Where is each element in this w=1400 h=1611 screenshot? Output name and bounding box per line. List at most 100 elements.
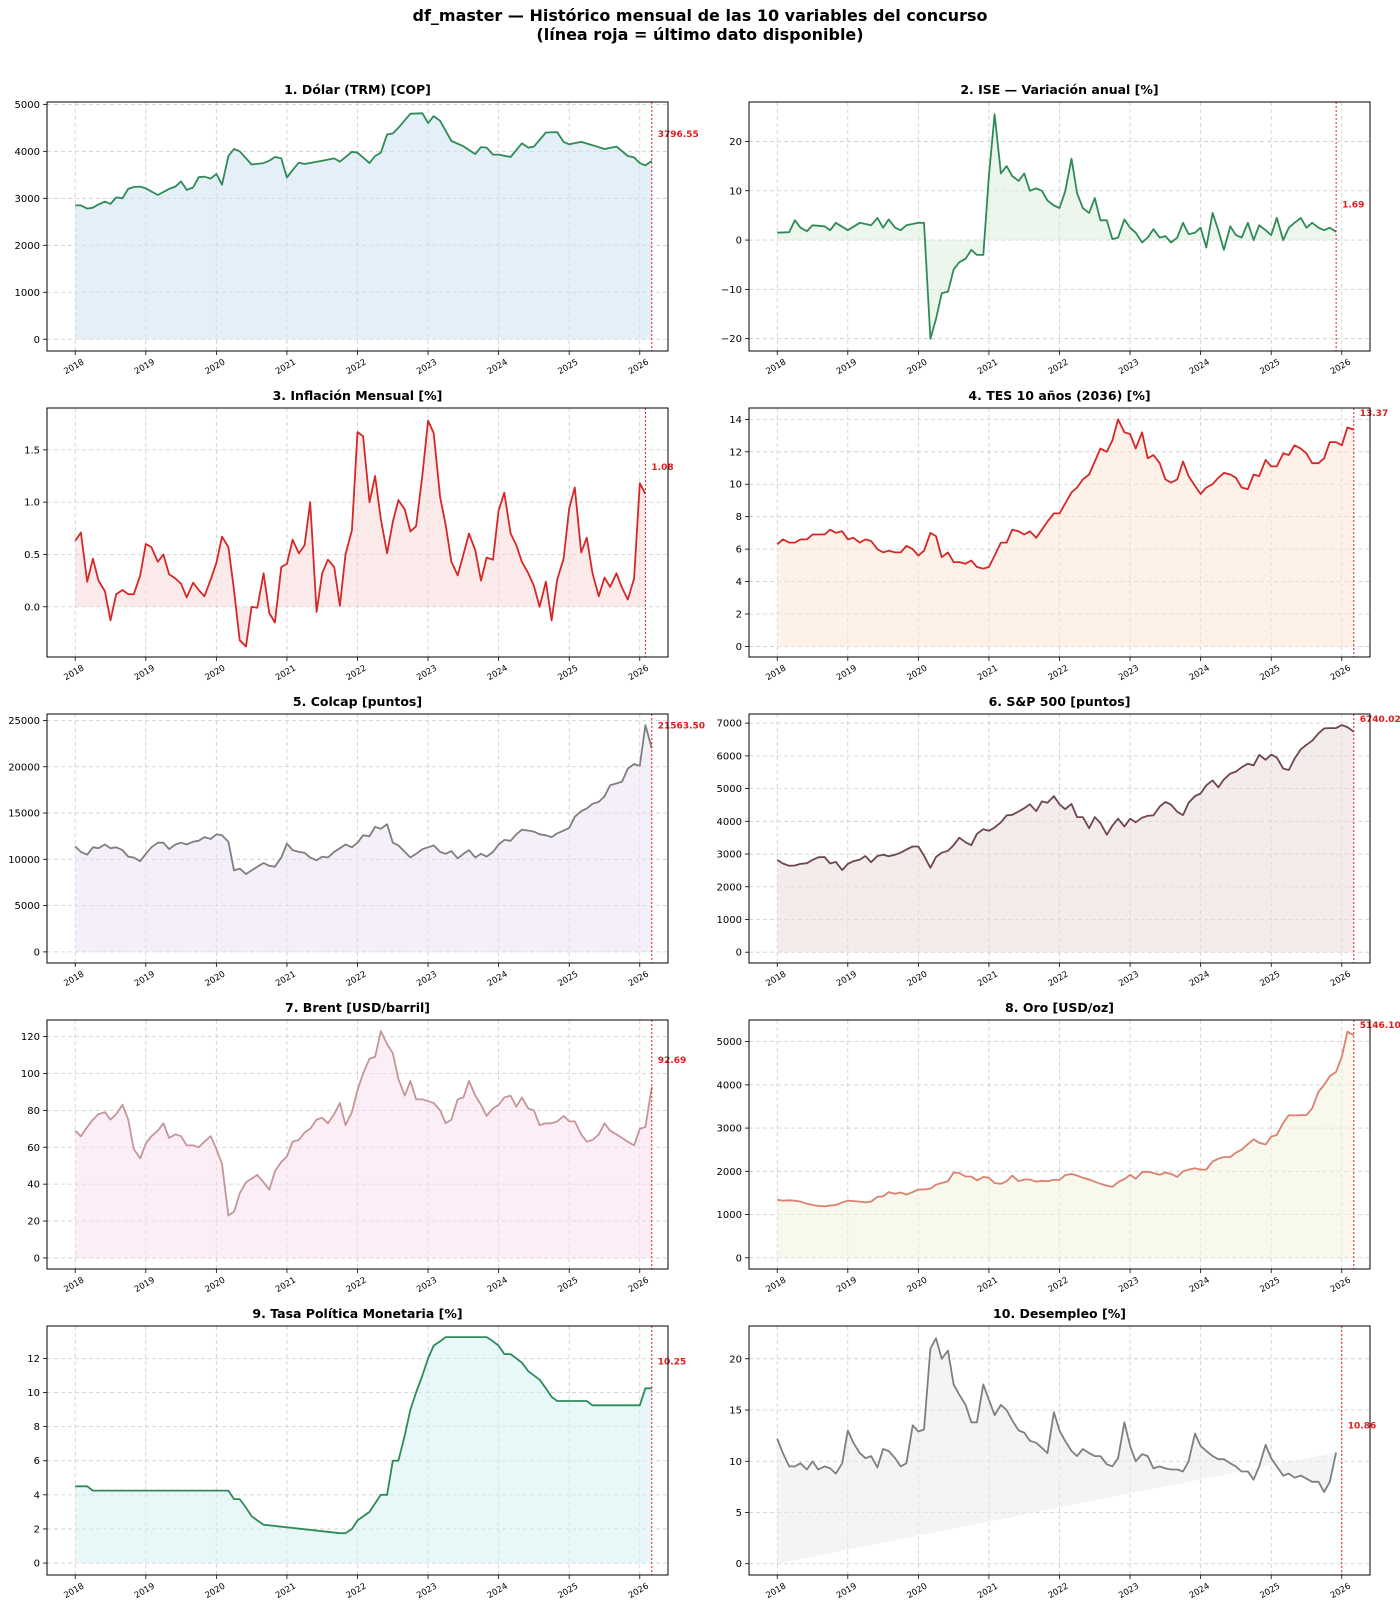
data-point — [1035, 187, 1037, 189]
data-point — [427, 1357, 429, 1359]
x-tick-label: 2025 — [556, 1276, 580, 1295]
plot-area — [749, 1020, 1370, 1269]
data-point — [1035, 1181, 1037, 1183]
y-tick-label: 10 — [729, 1457, 742, 1468]
data-point — [1047, 521, 1049, 523]
data-point — [970, 844, 972, 846]
data-point — [829, 229, 831, 231]
data-point — [339, 847, 341, 849]
data-point — [604, 795, 606, 797]
data-point — [245, 1507, 247, 1509]
data-point — [380, 828, 382, 830]
data-point — [1329, 441, 1331, 443]
data-point — [157, 1130, 159, 1132]
y-tick-label: 2000 — [717, 1167, 742, 1178]
data-point — [386, 1043, 388, 1045]
x-tick-label: 2025 — [1258, 970, 1282, 989]
data-point — [1270, 754, 1272, 756]
data-point — [1170, 242, 1172, 244]
y-tick-label: 8 — [736, 512, 742, 523]
x-tick-label: 2018 — [764, 358, 788, 377]
data-point — [953, 269, 955, 271]
data-point — [251, 1178, 253, 1180]
data-point — [912, 846, 914, 848]
data-point — [1123, 1421, 1125, 1423]
data-point — [545, 581, 547, 583]
data-point — [941, 1182, 943, 1184]
data-point — [533, 585, 535, 587]
x-tick-label: 2022 — [345, 1582, 369, 1601]
x-tick-label: 2019 — [835, 358, 859, 377]
data-point — [374, 475, 376, 477]
data-point — [563, 1115, 565, 1117]
data-point — [1129, 1174, 1131, 1176]
data-point — [233, 1498, 235, 1500]
data-point — [970, 1176, 972, 1178]
data-point — [203, 176, 205, 178]
data-point — [1023, 1432, 1025, 1434]
data-point — [251, 869, 253, 871]
data-point — [421, 112, 423, 114]
data-point — [1170, 1173, 1172, 1175]
data-point — [515, 833, 517, 835]
data-point — [905, 1462, 907, 1464]
data-point — [1129, 818, 1131, 820]
data-point — [1229, 474, 1231, 476]
data-point — [864, 1201, 866, 1203]
x-tick-label: 2020 — [905, 1582, 929, 1601]
data-point — [409, 857, 411, 859]
x-tick-label: 2024 — [486, 1276, 510, 1295]
x-tick-label: 2025 — [1258, 664, 1282, 683]
data-point — [174, 844, 176, 846]
data-point — [174, 186, 176, 188]
data-point — [1265, 459, 1267, 461]
data-point — [521, 829, 523, 831]
data-point — [1194, 1433, 1196, 1435]
data-point — [1212, 212, 1214, 214]
data-point — [351, 151, 353, 153]
y-tick-label: 2000 — [15, 241, 40, 252]
data-point — [74, 204, 76, 206]
data-point — [1088, 474, 1090, 476]
series-area — [75, 420, 646, 647]
data-point — [1247, 1143, 1249, 1145]
data-point — [198, 589, 200, 591]
data-point — [203, 1141, 205, 1143]
data-point — [929, 338, 931, 340]
data-point — [462, 145, 464, 147]
data-point — [923, 1189, 925, 1191]
last-value-label: 1.69 — [1342, 201, 1364, 211]
data-point — [480, 580, 482, 582]
y-tick-label: 60 — [27, 1143, 40, 1154]
x-tick-label: 2019 — [835, 1582, 859, 1601]
chart-title: 5. Colcap [puntos] — [293, 694, 422, 709]
data-point — [168, 188, 170, 190]
data-point — [1099, 1183, 1101, 1185]
data-point — [521, 1097, 523, 1099]
data-point — [953, 844, 955, 846]
y-tick-label: 10 — [729, 186, 742, 197]
data-point — [1235, 477, 1237, 479]
chart-title: 7. Brent [USD/barril] — [285, 1000, 430, 1015]
data-point — [788, 542, 790, 544]
data-point — [186, 844, 188, 846]
data-point — [1088, 827, 1090, 829]
x-tick-label: 2024 — [1188, 1582, 1212, 1601]
data-point — [1018, 811, 1020, 813]
x-tick-label: 2021 — [976, 1276, 1000, 1295]
data-point — [210, 838, 212, 840]
data-point — [1123, 826, 1125, 828]
x-tick-label: 2024 — [1188, 970, 1212, 989]
data-point — [104, 1111, 106, 1113]
data-point — [316, 1119, 318, 1121]
data-point — [563, 1400, 565, 1402]
data-point — [982, 254, 984, 256]
data-point — [415, 1392, 417, 1394]
data-point — [1053, 795, 1055, 797]
data-point — [888, 1450, 890, 1452]
data-point — [263, 1524, 265, 1526]
data-point — [1306, 744, 1308, 746]
data-point — [1335, 1071, 1337, 1073]
data-point — [988, 175, 990, 177]
data-point — [357, 842, 359, 844]
